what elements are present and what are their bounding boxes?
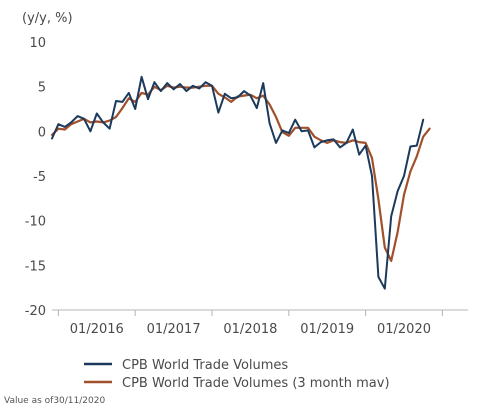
x-axis: 01/2016 01/2017 01/2018 01/2019 01/2020: [52, 309, 468, 337]
y-tick-label: -5: [33, 170, 46, 185]
y-tick-label: 10: [29, 36, 46, 51]
series-line-1: [51, 75, 425, 290]
y-tick-label: 0: [38, 125, 46, 140]
legend: CPB World Trade Volumes CPB World Trade V…: [84, 358, 390, 391]
x-tick-label: 01/2016: [70, 322, 124, 337]
series-lines: [50, 75, 431, 290]
y-tick-label: 5: [38, 81, 46, 96]
y-tick-label: -10: [25, 215, 46, 230]
y-axis: 10 5 0 -5 -10 -15 -20: [25, 36, 46, 319]
legend-label-2: CPB World Trade Volumes (3 month mav): [122, 376, 390, 391]
x-tick-label: 01/2017: [147, 322, 201, 337]
y-axis-unit-label: (y/y, %): [22, 11, 73, 26]
x-tick-label: 01/2020: [377, 322, 431, 337]
footnote: Value as of30/11/2020: [4, 396, 105, 406]
y-tick-label: -15: [25, 259, 46, 274]
x-tick-label: 01/2019: [300, 322, 354, 337]
y-tick-label: -20: [25, 304, 46, 319]
x-tick-label: 01/2018: [223, 322, 277, 337]
legend-label-1: CPB World Trade Volumes: [122, 358, 288, 373]
series-line-2: [50, 84, 431, 262]
